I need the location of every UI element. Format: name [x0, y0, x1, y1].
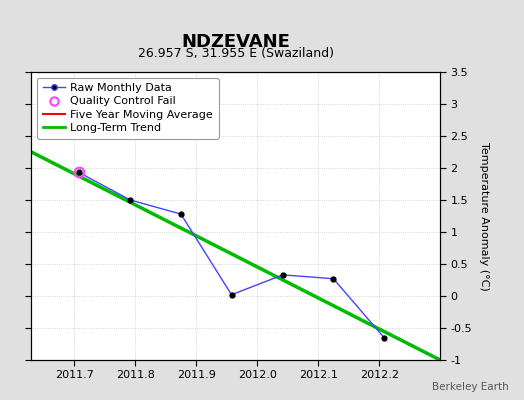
- Text: Berkeley Earth: Berkeley Earth: [432, 382, 508, 392]
- Y-axis label: Temperature Anomaly (°C): Temperature Anomaly (°C): [479, 142, 489, 290]
- Legend: Raw Monthly Data, Quality Control Fail, Five Year Moving Average, Long-Term Tren: Raw Monthly Data, Quality Control Fail, …: [37, 78, 219, 139]
- Text: 26.957 S, 31.955 E (Swaziland): 26.957 S, 31.955 E (Swaziland): [138, 48, 334, 60]
- Title: NDZEVANE: NDZEVANE: [181, 33, 290, 51]
